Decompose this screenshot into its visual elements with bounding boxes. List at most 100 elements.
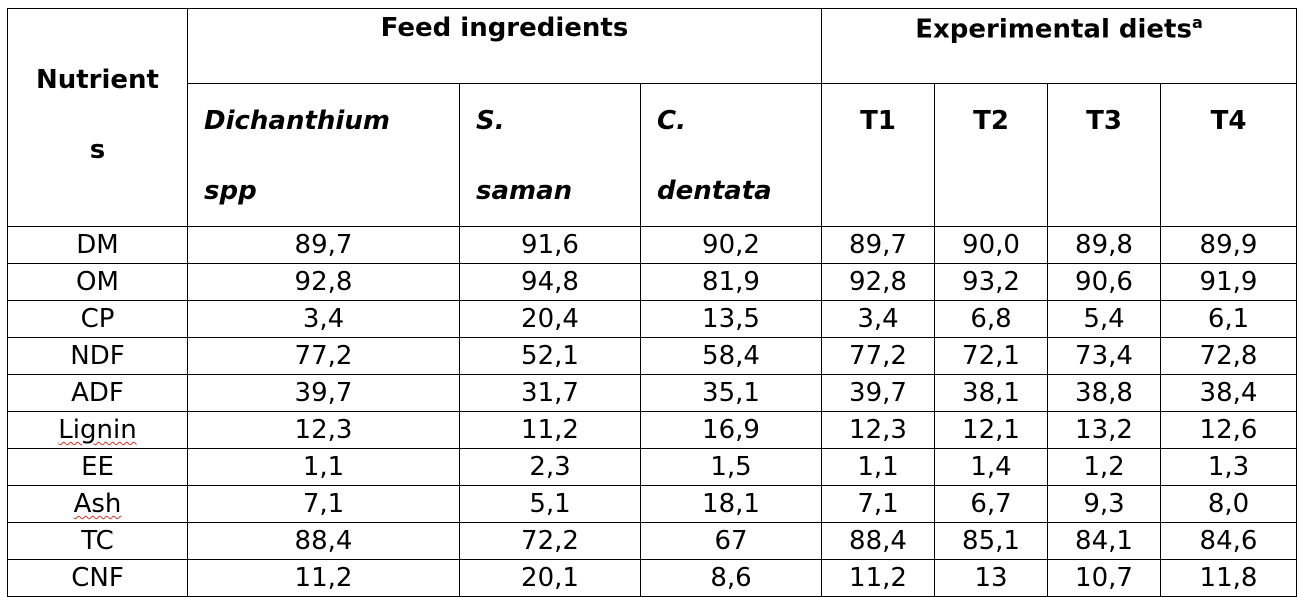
value-cell: 85,1 — [934, 522, 1048, 560]
value-cell: 1,5 — [640, 448, 822, 486]
experimental-diets-header: Experimental dietsa — [821, 8, 1297, 84]
table-row: OM 92,8 94,8 81,9 92,8 93,2 90,6 91,9 — [7, 263, 1297, 301]
table-row: ADF 39,7 31,7 35,1 39,7 38,1 38,8 38,4 — [7, 374, 1297, 412]
table-row: CNF 11,2 20,1 8,6 11,2 13 10,7 11,8 — [7, 559, 1297, 597]
value-cell: 16,9 — [640, 411, 822, 449]
feed-ingredients-header: Feed ingredients — [187, 8, 822, 84]
nutrient-label: DM — [7, 226, 188, 264]
value-cell: 38,8 — [1047, 374, 1161, 412]
nutrient-label: EE — [7, 448, 188, 486]
value-cell: 39,7 — [821, 374, 935, 412]
value-cell: 39,7 — [187, 374, 460, 412]
value-cell: 93,2 — [934, 263, 1048, 301]
value-cell: 89,9 — [1160, 226, 1297, 264]
value-cell: 1,1 — [187, 448, 460, 486]
value-cell: 72,1 — [934, 337, 1048, 375]
ingredient-header-line2: dentata — [657, 176, 772, 206]
experimental-diets-label: Experimental diets — [915, 14, 1192, 45]
experimental-diets-footnote-mark: a — [1191, 13, 1203, 32]
table-row: EE 1,1 2,3 1,5 1,1 1,4 1,2 1,3 — [7, 448, 1297, 486]
nutrient-column-header: Nutrient s — [7, 8, 188, 227]
value-cell: 7,1 — [821, 485, 935, 523]
value-cell: 92,8 — [821, 263, 935, 301]
value-cell: 13 — [934, 559, 1048, 597]
value-cell: 2,3 — [459, 448, 641, 486]
value-cell: 91,9 — [1160, 263, 1297, 301]
nutrient-header-line1: Nutrient — [35, 65, 159, 95]
value-cell: 5,1 — [459, 485, 641, 523]
value-cell: 20,1 — [459, 559, 641, 597]
value-cell: 7,1 — [187, 485, 460, 523]
value-cell: 58,4 — [640, 337, 822, 375]
ingredient-header-c-dentata: C. dentata — [640, 83, 822, 227]
table-row: NDF 77,2 52,1 58,4 77,2 72,1 73,4 72,8 — [7, 337, 1297, 375]
nutrient-label-text: Lignin — [58, 415, 137, 445]
value-cell: 77,2 — [821, 337, 935, 375]
value-cell: 81,9 — [640, 263, 822, 301]
value-cell: 8,0 — [1160, 485, 1297, 523]
table-container: Nutrient s Feed ingredients Experimental… — [7, 8, 1297, 597]
value-cell: 72,2 — [459, 522, 641, 560]
value-cell: 91,6 — [459, 226, 641, 264]
value-cell: 88,4 — [187, 522, 460, 560]
nutrient-label: ADF — [7, 374, 188, 412]
value-cell: 67 — [640, 522, 822, 560]
value-cell: 20,4 — [459, 300, 641, 338]
nutrient-composition-table: Nutrient s Feed ingredients Experimental… — [7, 8, 1297, 597]
value-cell: 1,2 — [1047, 448, 1161, 486]
value-cell: 73,4 — [1047, 337, 1161, 375]
value-cell: 10,7 — [1047, 559, 1161, 597]
value-cell: 1,4 — [934, 448, 1048, 486]
value-cell: 94,8 — [459, 263, 641, 301]
ingredient-header-line1: S. — [476, 106, 505, 136]
value-cell: 13,5 — [640, 300, 822, 338]
value-cell: 52,1 — [459, 337, 641, 375]
value-cell: 89,7 — [821, 226, 935, 264]
table-row: CP 3,4 20,4 13,5 3,4 6,8 5,4 6,1 — [7, 300, 1297, 338]
value-cell: 6,7 — [934, 485, 1048, 523]
value-cell: 77,2 — [187, 337, 460, 375]
value-cell: 11,2 — [187, 559, 460, 597]
value-cell: 84,1 — [1047, 522, 1161, 560]
value-cell: 92,8 — [187, 263, 460, 301]
value-cell: 35,1 — [640, 374, 822, 412]
table-row: DM 89,7 91,6 90,2 89,7 90,0 89,8 89,9 — [7, 226, 1297, 264]
diet-header-t4: T4 — [1160, 83, 1297, 227]
value-cell: 18,1 — [640, 485, 822, 523]
value-cell: 12,3 — [187, 411, 460, 449]
value-cell: 84,6 — [1160, 522, 1297, 560]
ingredient-header-line1: Dichanthium — [204, 106, 390, 136]
nutrient-label: NDF — [7, 337, 188, 375]
nutrient-label: Ash — [7, 485, 188, 523]
nutrient-label: CP — [7, 300, 188, 338]
value-cell: 12,6 — [1160, 411, 1297, 449]
value-cell: 9,3 — [1047, 485, 1161, 523]
table-row: Ash 7,1 5,1 18,1 7,1 6,7 9,3 8,0 — [7, 485, 1297, 523]
value-cell: 12,1 — [934, 411, 1048, 449]
value-cell: 88,4 — [821, 522, 935, 560]
ingredient-header-dichanthium: Dichanthium spp — [187, 83, 460, 227]
value-cell: 8,6 — [640, 559, 822, 597]
value-cell: 89,7 — [187, 226, 460, 264]
ingredient-header-s-saman: S. saman — [459, 83, 641, 227]
value-cell: 89,8 — [1047, 226, 1161, 264]
value-cell: 90,0 — [934, 226, 1048, 264]
value-cell: 3,4 — [821, 300, 935, 338]
value-cell: 5,4 — [1047, 300, 1161, 338]
nutrient-label: CNF — [7, 559, 188, 597]
nutrient-label: OM — [7, 263, 188, 301]
value-cell: 11,2 — [459, 411, 641, 449]
value-cell: 38,4 — [1160, 374, 1297, 412]
nutrient-label: Lignin — [7, 411, 188, 449]
ingredient-header-line2: saman — [476, 176, 573, 206]
value-cell: 38,1 — [934, 374, 1048, 412]
value-cell: 11,8 — [1160, 559, 1297, 597]
value-cell: 1,3 — [1160, 448, 1297, 486]
value-cell: 3,4 — [187, 300, 460, 338]
value-cell: 31,7 — [459, 374, 641, 412]
value-cell: 13,2 — [1047, 411, 1161, 449]
value-cell: 90,2 — [640, 226, 822, 264]
value-cell: 6,8 — [934, 300, 1048, 338]
ingredient-header-line1: C. — [657, 106, 686, 136]
diet-header-t3: T3 — [1047, 83, 1161, 227]
